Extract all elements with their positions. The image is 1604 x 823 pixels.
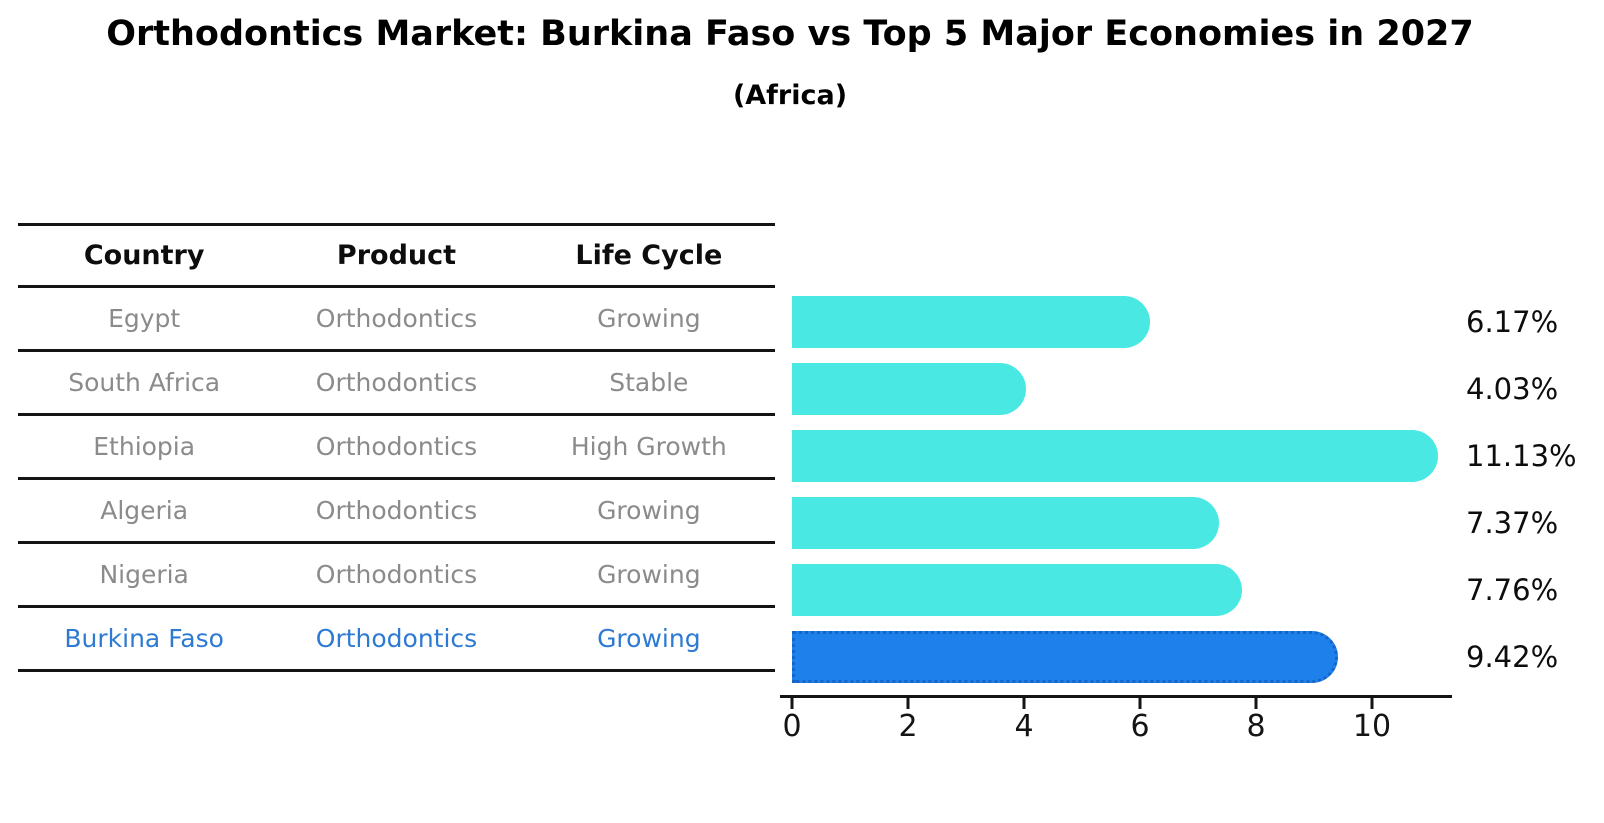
life-cycle-cell: Growing (597, 304, 701, 333)
country-cell: Ethiopia (93, 432, 196, 461)
x-tick-label: 0 (782, 709, 802, 744)
product-cell: Orthodontics (315, 432, 478, 461)
table-row: Burkina Faso Orthodontics Growing (18, 608, 775, 672)
x-tick-mark (1138, 698, 1142, 709)
bar-burkina-faso (792, 630, 1339, 683)
table-header-row: Country Product Life Cycle (18, 226, 775, 288)
x-tick-label: 6 (1130, 709, 1150, 744)
life-cycle-cell: Growing (597, 560, 701, 589)
country-table: Country Product Life Cycle Egypt Orthodo… (18, 223, 775, 672)
life-cycle-cell: Growing (597, 624, 701, 653)
product-cell: Orthodontics (315, 368, 478, 397)
bar-row-egypt (792, 288, 1492, 355)
product-cell: Orthodontics (315, 496, 478, 525)
bar-ethiopia (792, 429, 1438, 482)
x-tick-label: 10 (1352, 709, 1392, 744)
x-tick-label: 2 (898, 709, 918, 744)
bar-south-africa (792, 362, 1026, 415)
x-tick-label: 8 (1246, 709, 1266, 744)
bar-row-south-africa (792, 355, 1492, 422)
life-cycle-cell: Stable (609, 368, 689, 397)
value-label-algeria: 7.37% (1466, 505, 1559, 540)
bar-row-nigeria (792, 556, 1492, 623)
country-cell: Algeria (100, 496, 189, 525)
value-label-nigeria: 7.76% (1466, 572, 1559, 607)
value-label-burkina-faso: 9.42% (1466, 639, 1559, 674)
x-tick-mark (790, 698, 794, 709)
column-header-life-cycle: Life Cycle (575, 240, 723, 271)
life-cycle-cell: High Growth (570, 432, 727, 461)
table-row: Egypt Orthodontics Growing (18, 288, 775, 352)
value-label-egypt: 6.17% (1466, 304, 1559, 339)
country-cell: South Africa (68, 368, 221, 397)
product-cell: Orthodontics (315, 624, 478, 653)
x-axis-spine (780, 695, 1452, 698)
country-cell: Egypt (108, 304, 181, 333)
bar-row-burkina-faso (792, 623, 1492, 690)
x-tick-label: 4 (1014, 709, 1034, 744)
value-label-ethiopia: 11.13% (1466, 438, 1577, 473)
table-row: South Africa Orthodontics Stable (18, 352, 775, 416)
column-header-country: Country (83, 240, 205, 271)
table-row: Algeria Orthodontics Growing (18, 480, 775, 544)
product-cell: Orthodontics (315, 304, 478, 333)
bar-algeria (792, 496, 1220, 549)
country-cell: Burkina Faso (64, 624, 224, 653)
value-label-south-africa: 4.03% (1466, 371, 1559, 406)
table-row: Nigeria Orthodontics Growing (18, 544, 775, 608)
column-header-product: Product (336, 240, 457, 271)
bar-egypt (792, 295, 1150, 348)
bar-nigeria (792, 563, 1243, 616)
chart-subtitle: (Africa) (732, 80, 848, 111)
x-tick-mark (1254, 698, 1258, 709)
chart-title: Orthodontics Market: Burkina Faso vs Top… (106, 14, 1474, 54)
life-cycle-cell: Growing (597, 496, 701, 525)
bar-row-ethiopia (792, 422, 1492, 489)
table-row: Ethiopia Orthodontics High Growth (18, 416, 775, 480)
x-tick-mark (1370, 698, 1374, 709)
bar-row-algeria (792, 489, 1492, 556)
x-tick-mark (906, 698, 910, 709)
product-cell: Orthodontics (315, 560, 478, 589)
country-cell: Nigeria (99, 560, 189, 589)
x-tick-mark (1022, 698, 1026, 709)
